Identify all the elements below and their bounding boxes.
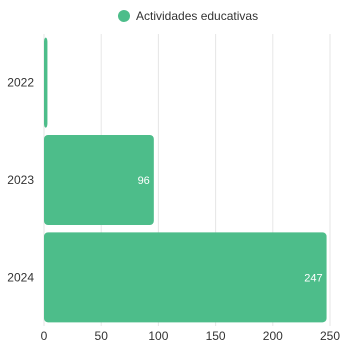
y-tick-label: 2024 [7,270,34,284]
legend-label: Actividades educativas [136,9,258,23]
y-tick-label: 2023 [7,173,34,187]
x-tick-label: 100 [148,329,168,343]
x-tick-label: 0 [41,329,48,343]
data-labels: 96 247 [138,175,323,284]
legend-swatch [118,10,130,22]
x-tick-label: 150 [206,329,226,343]
data-label: 96 [138,175,150,187]
x-tick-label: 250 [320,329,340,343]
bars [44,37,327,323]
data-label: 247 [304,272,322,284]
y-axis-tick-labels: 2022 2023 2024 [7,76,34,285]
x-tick-label: 50 [95,329,109,343]
x-axis-tick-labels: 0 50 100 150 200 250 [41,329,341,343]
legend: Actividades educativas [118,9,258,23]
x-tick-label: 200 [263,329,283,343]
bar-2022 [44,37,48,128]
bar-2024 [44,232,327,323]
y-tick-label: 2022 [7,76,34,90]
bar-2023 [44,135,154,225]
